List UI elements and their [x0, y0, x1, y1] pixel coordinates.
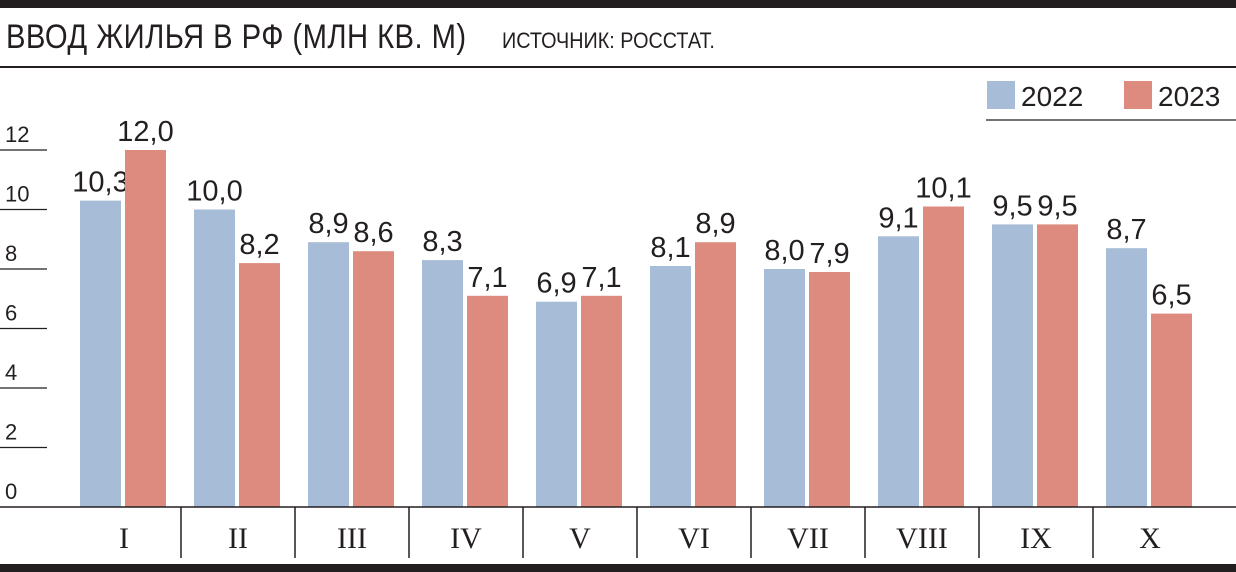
- bar-2023: [695, 242, 736, 507]
- y-tick-label: 10: [5, 182, 29, 207]
- value-label: 8,3: [422, 226, 462, 258]
- bar-2023: [581, 295, 622, 507]
- bar-2023: [125, 150, 166, 507]
- chart-source: ИСТОЧНИК: РОССТАТ.: [501, 28, 715, 53]
- y-tick-label: 0: [5, 479, 17, 504]
- x-tick-label: VII: [787, 522, 829, 555]
- top-rule: [0, 0, 1236, 8]
- bar-2023: [467, 295, 508, 507]
- bar-2022: [764, 269, 805, 507]
- value-label: 12,0: [117, 116, 173, 148]
- legend-swatch-2022: [987, 81, 1015, 109]
- legend-label: 2023: [1158, 81, 1220, 112]
- bar-2022: [650, 266, 691, 507]
- legend-label: 2022: [1021, 81, 1083, 112]
- x-tick-label: X: [1139, 522, 1161, 555]
- value-label: 9,1: [878, 202, 918, 234]
- y-tick-label: 6: [5, 301, 17, 326]
- y-tick-label: 12: [5, 122, 29, 147]
- x-tick-label: I: [119, 522, 129, 555]
- y-tick-label: 8: [5, 241, 17, 266]
- bottom-rule: [0, 564, 1236, 572]
- value-label: 8,9: [308, 208, 348, 240]
- bar-2022: [1106, 248, 1147, 507]
- value-label: 7,1: [581, 262, 621, 294]
- x-tick-label: II: [228, 522, 248, 555]
- x-tick-label: VI: [678, 522, 710, 555]
- chart-header: ВВОД ЖИЛЬЯ В РФ (МЛН КВ. М) ИСТОЧНИК: РО…: [6, 18, 738, 62]
- value-label: 8,1: [650, 232, 690, 264]
- value-label: 6,9: [536, 268, 576, 300]
- value-label: 9,5: [1037, 190, 1077, 222]
- legend-swatch-2023: [1124, 81, 1152, 109]
- bar-2022: [992, 224, 1033, 507]
- x-tick-label: IX: [1020, 522, 1052, 555]
- chart-title: ВВОД ЖИЛЬЯ В РФ (МЛН КВ. М): [6, 18, 467, 56]
- bar-2023: [1037, 224, 1078, 507]
- x-tick-label: VIII: [896, 522, 948, 555]
- x-tick-label: IV: [450, 522, 482, 555]
- bar-2023: [239, 263, 280, 507]
- bar-2022: [878, 236, 919, 508]
- bar-2022: [194, 209, 235, 507]
- x-tick-label: V: [569, 522, 591, 555]
- bar-2022: [80, 200, 121, 507]
- header-divider: [0, 66, 1236, 68]
- bar-2023: [353, 251, 394, 507]
- value-label: 8,6: [353, 217, 393, 249]
- value-label: 8,7: [1106, 214, 1146, 246]
- bar-2023: [809, 272, 850, 507]
- bar-2022: [422, 260, 463, 507]
- value-label: 7,9: [809, 238, 849, 270]
- y-tick-label: 2: [5, 420, 17, 445]
- value-label: 10,1: [915, 173, 971, 205]
- value-label: 8,0: [764, 235, 804, 267]
- bar-2022: [308, 242, 349, 507]
- bar-2022: [536, 301, 577, 507]
- x-tick-label: III: [337, 522, 367, 555]
- y-tick-label: 4: [5, 360, 17, 385]
- value-label: 10,0: [186, 176, 242, 208]
- value-label: 9,5: [992, 190, 1032, 222]
- bar-2023: [1151, 313, 1192, 507]
- value-label: 10,3: [72, 167, 128, 199]
- value-label: 8,2: [239, 229, 279, 261]
- value-label: 6,5: [1151, 280, 1191, 312]
- value-label: 8,9: [695, 208, 735, 240]
- value-label: 7,1: [467, 262, 507, 294]
- bar-2023: [923, 206, 964, 507]
